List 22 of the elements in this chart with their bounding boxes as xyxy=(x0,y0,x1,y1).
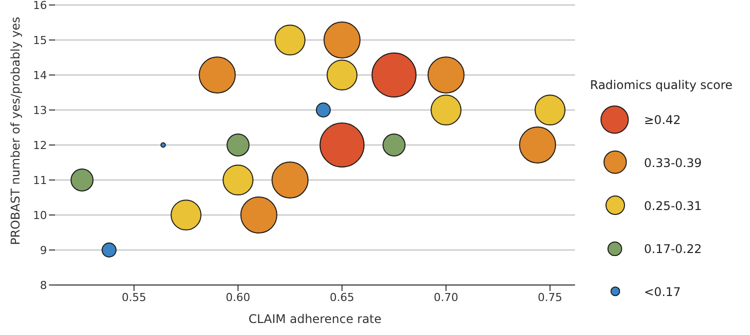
x-tick-label: 0.70 xyxy=(434,290,458,304)
legend-label: 0.25-0.31 xyxy=(644,198,702,212)
y-tick-label: 14 xyxy=(33,68,47,82)
x-axis-title: CLAIM adherence rate xyxy=(248,312,382,326)
y-tick-label: 8 xyxy=(40,278,47,292)
legend-label: ≥0.42 xyxy=(644,112,681,126)
y-tick-label: 12 xyxy=(33,138,47,152)
legend-label: <0.17 xyxy=(644,284,681,298)
x-tick-label: 0.60 xyxy=(226,290,250,304)
y-tick-label: 16 xyxy=(33,0,47,12)
y-tick-label: 15 xyxy=(33,34,47,47)
x-tick-label: 0.55 xyxy=(122,290,146,304)
y-tick-label: 9 xyxy=(40,244,47,257)
x-tick-label: 0.65 xyxy=(330,290,354,304)
x-tick-label: 0.75 xyxy=(538,290,562,304)
y-tick-label: 13 xyxy=(33,104,47,117)
y-tick-label: 11 xyxy=(33,174,47,187)
legend-label: 0.33-0.39 xyxy=(644,156,702,170)
legend-title: Radiomics quality score xyxy=(590,78,733,92)
y-tick-label: 10 xyxy=(33,208,47,222)
y-axis-title: PROBAST number of yes/probably yes xyxy=(8,16,22,245)
legend-label: 0.17-0.22 xyxy=(644,242,702,256)
